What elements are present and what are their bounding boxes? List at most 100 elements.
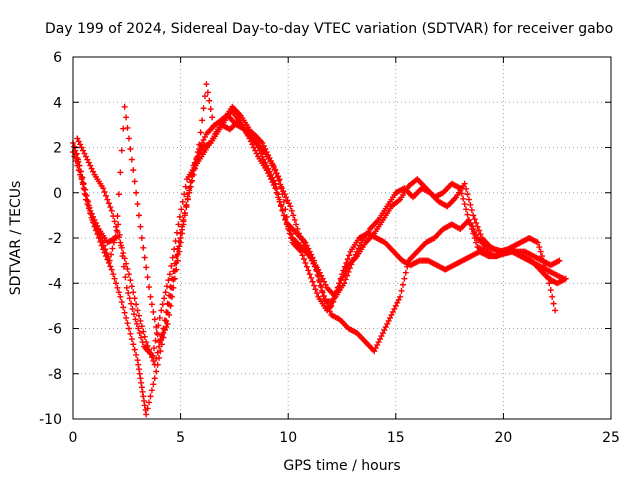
data-point: [180, 216, 187, 223]
series-track-a: [70, 108, 567, 418]
data-point: [100, 185, 107, 192]
data-point: [293, 221, 300, 228]
data-point: [90, 168, 97, 175]
data-point: [75, 138, 82, 145]
data-point: [266, 168, 273, 175]
y-tick-label: 2: [53, 141, 62, 157]
data-point: [275, 191, 282, 198]
data-point: [207, 106, 214, 113]
data-point: [158, 331, 165, 338]
data-point: [200, 136, 207, 143]
data-point: [163, 308, 170, 315]
data-point: [156, 343, 163, 350]
data-point: [120, 304, 127, 311]
data-point: [476, 227, 483, 234]
data-point: [77, 171, 84, 178]
data-point: [321, 278, 328, 285]
data-point: [322, 281, 329, 288]
data-point: [150, 308, 157, 315]
data-point: [335, 284, 342, 291]
data-point: [562, 275, 569, 282]
data-point: [117, 169, 124, 176]
data-point: [153, 355, 160, 362]
data-point: [83, 192, 90, 199]
x-tick-label: 25: [602, 430, 620, 446]
data-point: [346, 252, 353, 259]
data-point: [166, 311, 173, 318]
data-point: [465, 216, 472, 223]
data-point: [387, 314, 394, 321]
data-point: [187, 183, 194, 190]
data-point: [117, 239, 124, 246]
data-point: [74, 135, 81, 142]
data-point: [343, 259, 350, 266]
data-point: [392, 302, 399, 309]
data-point: [297, 233, 304, 240]
data-point: [294, 225, 301, 232]
data-point: [263, 162, 270, 169]
data-point: [276, 196, 283, 203]
data-point: [477, 231, 484, 238]
data-point: [181, 210, 188, 217]
data-point: [71, 153, 78, 160]
data-point: [124, 320, 131, 327]
data-point: [458, 190, 465, 197]
data-point: [127, 277, 134, 284]
data-point: [271, 166, 278, 173]
data-point: [313, 290, 320, 297]
data-point: [399, 281, 406, 288]
data-point: [166, 271, 173, 278]
data-point: [309, 278, 316, 285]
data-point: [280, 198, 287, 205]
data-point: [120, 250, 127, 257]
data-point: [113, 280, 120, 287]
data-point: [355, 245, 362, 252]
data-point: [303, 263, 310, 270]
data-point: [125, 135, 132, 142]
data-point: [127, 330, 134, 337]
data-point: [119, 253, 126, 260]
data-point: [82, 192, 89, 199]
data-point: [550, 300, 557, 307]
data-point: [173, 253, 180, 260]
data-point: [123, 284, 130, 291]
data-point: [141, 254, 148, 261]
data-point: [204, 89, 211, 96]
data-point: [339, 271, 345, 278]
data-point: [151, 345, 158, 352]
data-point: [126, 295, 133, 302]
data-point: [127, 146, 134, 153]
data-point: [549, 293, 556, 300]
data-point: [546, 280, 553, 287]
data-point: [177, 230, 184, 237]
data-point: [157, 337, 164, 344]
data-point: [139, 388, 146, 395]
data-point: [463, 206, 470, 213]
data-point: [300, 239, 307, 246]
data-point: [291, 216, 298, 223]
data-point: [118, 242, 125, 249]
data-point: [382, 323, 389, 330]
data-point: [118, 299, 125, 306]
data-point: [305, 267, 312, 274]
data-point: [283, 194, 290, 201]
data-point: [135, 325, 142, 332]
data-point: [161, 295, 168, 302]
data-point: [280, 212, 287, 219]
data-point: [113, 227, 120, 234]
data-point: [112, 233, 119, 240]
data-point: [536, 244, 543, 251]
data-point: [197, 129, 204, 136]
data-point: [160, 325, 167, 332]
data-point: [467, 201, 474, 208]
data-point: [313, 266, 320, 273]
data-point: [125, 290, 132, 297]
data-point: [375, 339, 382, 346]
data-point: [314, 271, 321, 278]
data-point: [310, 260, 317, 267]
data-point: [388, 311, 395, 318]
data-point: [131, 295, 138, 302]
data-point: [103, 250, 110, 257]
data-point: [336, 280, 343, 287]
data-point: [556, 257, 563, 264]
